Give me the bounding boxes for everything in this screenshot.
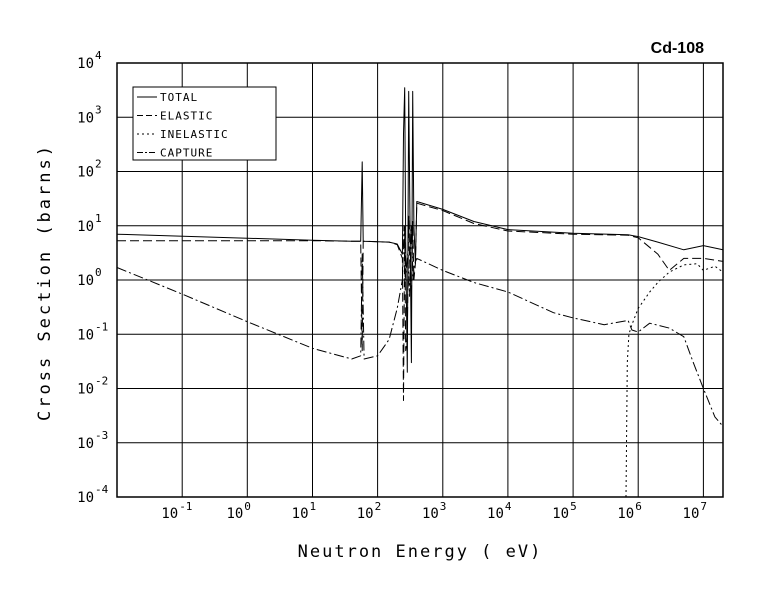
y-axis-label: Cross Section (barns) <box>35 143 55 421</box>
legend-label: ELASTIC <box>160 110 213 123</box>
y-tick-base: 10 <box>77 110 94 126</box>
y-tick-label: 10-3 <box>77 429 108 452</box>
x-tick-label: 10 6 <box>617 500 641 522</box>
x-tick-label: 10 2 <box>357 500 381 522</box>
x-tick-base: 10 <box>357 506 374 522</box>
y-tick-label: 100 <box>77 266 101 289</box>
y-tick-exponent: -3 <box>95 429 108 442</box>
x-tick-label: 10 5 <box>552 500 576 522</box>
x-tick-base: 10 <box>226 506 243 522</box>
x-tick-exponent: 1 <box>310 500 317 513</box>
x-tick-label: 10 1 <box>292 500 316 522</box>
y-tick-exponent: 4 <box>95 49 102 62</box>
x-axis-label: Neutron Energy ( eV) <box>298 542 543 562</box>
y-tick-base: 10 <box>77 219 94 235</box>
x-tick-exponent: 4 <box>505 500 512 513</box>
x-tick-base: 10 <box>422 506 439 522</box>
x-tick-base: 10 <box>292 506 309 522</box>
x-tick-labels: 10 -1 10 0 10 1 10 2 10 3 10 4 10 5 10 6 10 7 <box>161 500 707 522</box>
legend-label: CAPTURE <box>160 147 213 160</box>
y-tick-exponent: 0 <box>95 266 102 279</box>
y-tick-exponent: -1 <box>95 320 108 333</box>
x-tick-label: 10 3 <box>422 500 446 522</box>
y-tick-label: 102 <box>77 158 101 181</box>
x-tick-label: 10 0 <box>226 500 250 522</box>
x-tick-base: 10 <box>617 506 634 522</box>
x-tick-exponent: -1 <box>179 500 192 513</box>
y-tick-exponent: 1 <box>95 212 102 225</box>
x-tick-base: 10 <box>552 506 569 522</box>
legend: TOTAL ELASTIC INELASTIC CAPTURE <box>133 87 276 160</box>
series-capture-line <box>117 226 723 427</box>
y-tick-base: 10 <box>77 327 94 343</box>
chart-title: Cd-108 <box>651 40 704 57</box>
x-tick-exponent: 6 <box>635 500 642 513</box>
y-tick-base: 10 <box>77 382 94 398</box>
y-tick-exponent: 2 <box>95 158 102 171</box>
x-tick-exponent: 0 <box>244 500 251 513</box>
y-tick-label: 103 <box>77 103 101 126</box>
series-inelastic-line <box>626 264 723 497</box>
x-tick-base: 10 <box>487 506 504 522</box>
x-tick-label: 10 -1 <box>161 500 192 522</box>
series-elastic-line <box>117 203 723 400</box>
y-tick-label: 10-2 <box>77 375 108 398</box>
x-tick-base: 10 <box>161 506 178 522</box>
y-tick-exponent: 3 <box>95 103 102 116</box>
y-tick-label: 10-1 <box>77 320 108 343</box>
x-tick-label: 10 4 <box>487 500 512 522</box>
y-tick-base: 10 <box>77 56 94 72</box>
legend-label: INELASTIC <box>160 128 229 141</box>
y-tick-base: 10 <box>77 273 94 289</box>
x-tick-exponent: 3 <box>440 500 447 513</box>
y-tick-label: 10-4 <box>77 483 108 506</box>
y-tick-base: 10 <box>77 436 94 452</box>
x-tick-label: 10 7 <box>683 500 707 522</box>
x-tick-base: 10 <box>683 506 700 522</box>
y-tick-label: 101 <box>77 212 101 235</box>
x-tick-exponent: 5 <box>570 500 577 513</box>
x-tick-exponent: 7 <box>700 500 707 513</box>
y-tick-base: 10 <box>77 165 94 181</box>
y-tick-label: 104 <box>77 49 102 72</box>
x-tick-exponent: 2 <box>375 500 382 513</box>
cross-section-chart: Cd-108 10 -1 10 0 10 1 10 2 10 3 10 4 10 5 10 6 10 7 10-4… <box>0 0 780 590</box>
y-tick-base: 10 <box>77 490 94 506</box>
y-tick-exponent: -2 <box>95 375 108 388</box>
legend-label: TOTAL <box>160 91 198 104</box>
y-tick-exponent: -4 <box>95 483 109 496</box>
